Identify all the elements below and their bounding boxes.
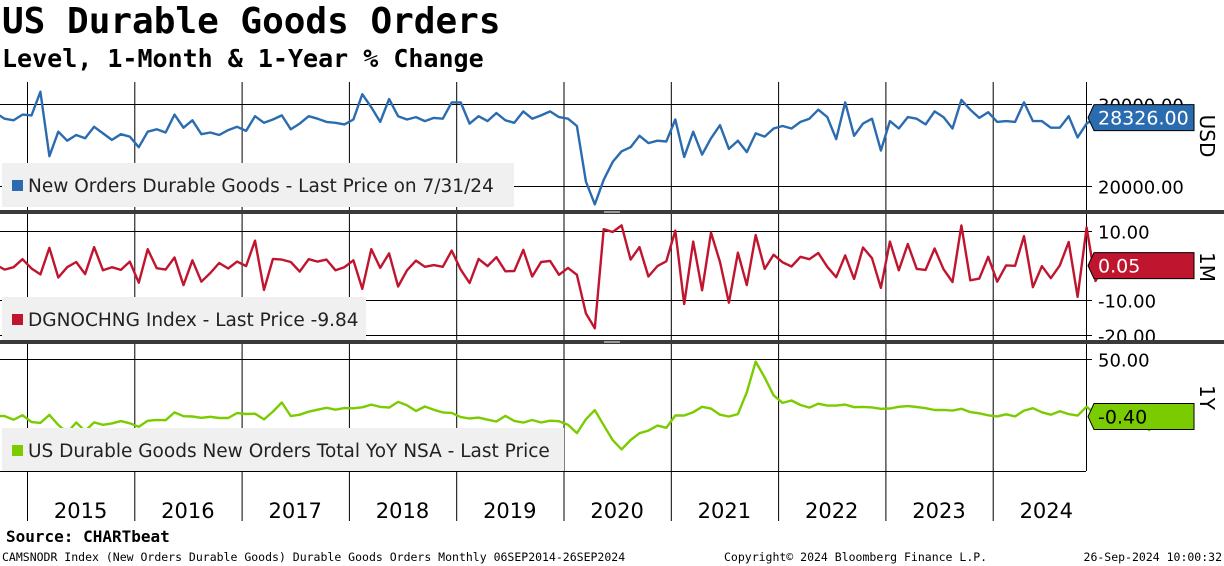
legend-swatch [12,314,23,325]
panel-side-label: 1M [1195,252,1219,282]
chart-title: US Durable Goods Orders [2,1,501,42]
mom-panel: 10.00 -10.00 -20.00 DGNOCHNG Index - Last P… [0,223,1219,348]
yoy-panel: 50.00 US Durable Goods New Orders Total Y… [0,351,1219,472]
source-label: Source: CHARTbeat [6,527,170,546]
tick-label: 20000.00 [1098,178,1184,199]
footer-copyright: Copyright© 2024 Bloomberg Finance L.P. [724,550,988,564]
last-value-label: 0.05 [1098,256,1140,278]
legend-label: New Orders Durable Goods - Last Price on… [28,176,494,197]
last-value-tag [1087,252,1195,280]
tick-label: -10.00 [1098,292,1156,313]
year-tick-label: 2016 [161,499,214,523]
footer-index-info: CAMSNODR Index (New Orders Durable Goods… [2,550,626,564]
legend-label: DGNOCHNG Index - Last Price -9.84 [28,310,359,331]
panel-side-label: 1Y [1195,385,1219,411]
legend-box [2,297,366,341]
panel-separator-grip [604,211,620,213]
legend-box [2,428,564,472]
panel-separator-grip [604,341,620,343]
year-tick-label: 2015 [54,499,107,523]
last-value-label: 28326.00 [1098,108,1189,130]
tick-label: -20.00 [1098,327,1156,348]
panel-side-label: USD [1195,115,1219,158]
year-tick-label: 2021 [698,499,751,523]
yoy-series-line [0,360,1168,451]
last-value-tag [1087,104,1195,132]
last-value-tag [1087,403,1195,431]
legend-box [2,163,514,207]
year-tick-label: 2018 [376,499,429,523]
level-series-line [0,90,1097,206]
legend-swatch [12,180,23,191]
year-tick-label: 2017 [268,499,321,523]
year-tick-label: 2020 [590,499,643,523]
footer-timestamp: 26-Sep-2024 10:00:32 [1083,550,1222,564]
year-tick-label: 2023 [912,499,965,523]
tick-label: 50.00 [1098,351,1150,372]
year-tick-label: 2019 [483,499,536,523]
legend-label: US Durable Goods New Orders Total YoY NS… [28,441,550,462]
legend-swatch [12,445,23,456]
year-tick-label: 2022 [805,499,858,523]
mom-series-line [0,224,1106,330]
tick-label: 10.00 [1098,223,1150,244]
year-tick-label: 2024 [1020,499,1073,523]
chart-subtitle: Level, 1-Month & 1-Year % Change [2,44,484,73]
last-value-label: -0.40 [1098,407,1147,429]
